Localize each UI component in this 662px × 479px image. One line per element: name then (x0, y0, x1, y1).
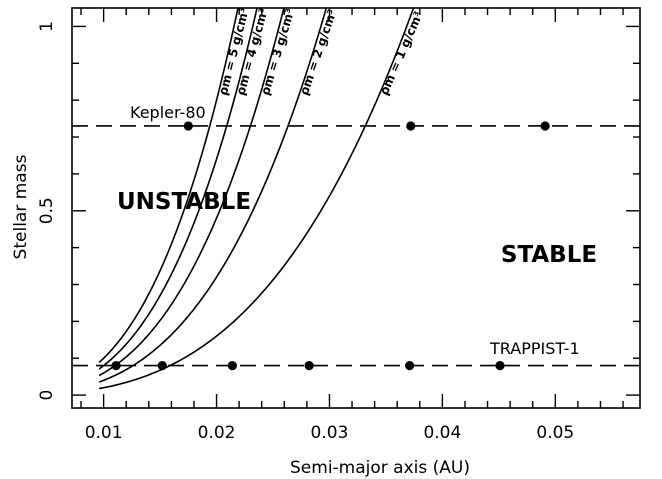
x-tick-label: 0.03 (311, 423, 349, 443)
planet-point-kepler-80-2 (406, 121, 416, 131)
planet-point-kepler-80-1 (183, 121, 193, 131)
curve-rho-5 (98, 8, 239, 364)
curve-rho-2 (98, 8, 328, 383)
x-axis-title: Semi-major axis (AU) (290, 458, 470, 478)
curve-rho-4 (98, 8, 258, 370)
planet-points (111, 121, 550, 371)
planet-point-kepler-80-3 (540, 121, 550, 131)
system-label-kepler-80: Kepler-80 (130, 103, 206, 122)
stable-region-label: STABLE (501, 242, 597, 268)
curve-rho-3 (98, 8, 285, 377)
curve-rho-1 (98, 8, 415, 390)
planet-point-trappist-1-2 (157, 361, 167, 371)
planet-point-trappist-1-3 (227, 361, 237, 371)
planet-point-trappist-1-5 (405, 361, 415, 371)
plot-frame (71, 7, 641, 409)
curve-label-rho-2: ρm = 2 g/cm³ (297, 8, 340, 98)
x-tick-label: 0.04 (423, 423, 461, 443)
system-label-trappist-1: TRAPPIST-1 (489, 339, 580, 358)
unstable-region-label: UNSTABLE (117, 189, 251, 215)
x-tick-label: 0.02 (198, 423, 236, 443)
annotations: UNSTABLE STABLE Kepler-80 TRAPPIST-1 Sem… (11, 103, 597, 478)
x-tick-label: 0.05 (536, 423, 574, 443)
y-tick-label: 0 (37, 390, 57, 401)
x-tick-label: 0.01 (85, 423, 123, 443)
axes: 0.01 0.02 0.03 0.04 0.05 0 0.5 1 (37, 7, 641, 443)
y-tick-label: 0.5 (37, 197, 57, 224)
y-tick-label: 1 (37, 21, 57, 32)
planet-point-trappist-1-1 (111, 361, 121, 371)
planet-point-trappist-1-6 (495, 361, 505, 371)
planet-point-trappist-1-4 (304, 361, 314, 371)
y-axis-title: Stellar mass (11, 154, 31, 259)
curve-label-rho-1: ρm = 1 g/cm³ (377, 9, 426, 97)
